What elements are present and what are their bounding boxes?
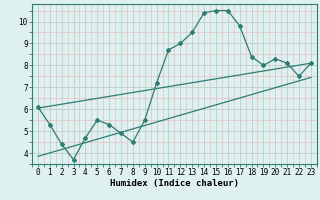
X-axis label: Humidex (Indice chaleur): Humidex (Indice chaleur): [110, 179, 239, 188]
